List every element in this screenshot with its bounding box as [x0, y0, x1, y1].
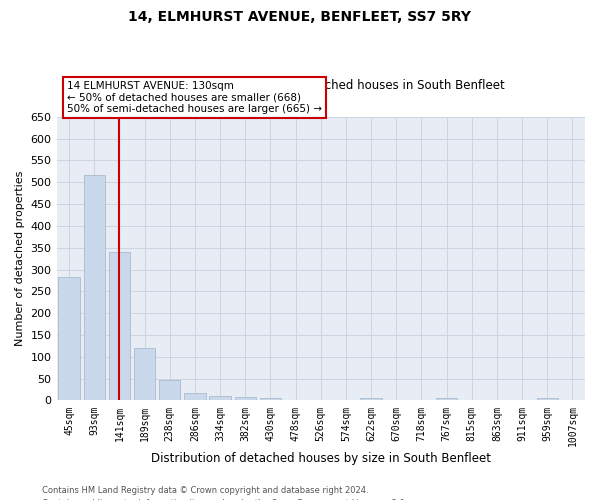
Bar: [536, 398, 558, 400]
Bar: [260, 398, 281, 400]
Bar: [235, 397, 256, 400]
Text: 14, ELMHURST AVENUE, BENFLEET, SS7 5RY: 14, ELMHURST AVENUE, BENFLEET, SS7 5RY: [128, 10, 472, 24]
Bar: [134, 348, 155, 401]
Title: Size of property relative to detached houses in South Benfleet: Size of property relative to detached ho…: [136, 79, 505, 92]
Text: 14 ELMHURST AVENUE: 130sqm
← 50% of detached houses are smaller (668)
50% of sem: 14 ELMHURST AVENUE: 130sqm ← 50% of deta…: [67, 80, 322, 114]
X-axis label: Distribution of detached houses by size in South Benfleet: Distribution of detached houses by size …: [151, 452, 491, 465]
Bar: [361, 398, 382, 400]
Bar: [58, 277, 80, 400]
Y-axis label: Number of detached properties: Number of detached properties: [15, 171, 25, 346]
Bar: [436, 398, 457, 400]
Bar: [209, 396, 231, 400]
Text: Contains HM Land Registry data © Crown copyright and database right 2024.: Contains HM Land Registry data © Crown c…: [42, 486, 368, 495]
Bar: [109, 252, 130, 400]
Bar: [184, 394, 206, 400]
Text: Contains public sector information licensed under the Open Government Licence v3: Contains public sector information licen…: [42, 498, 407, 500]
Bar: [83, 175, 105, 400]
Bar: [159, 380, 181, 400]
